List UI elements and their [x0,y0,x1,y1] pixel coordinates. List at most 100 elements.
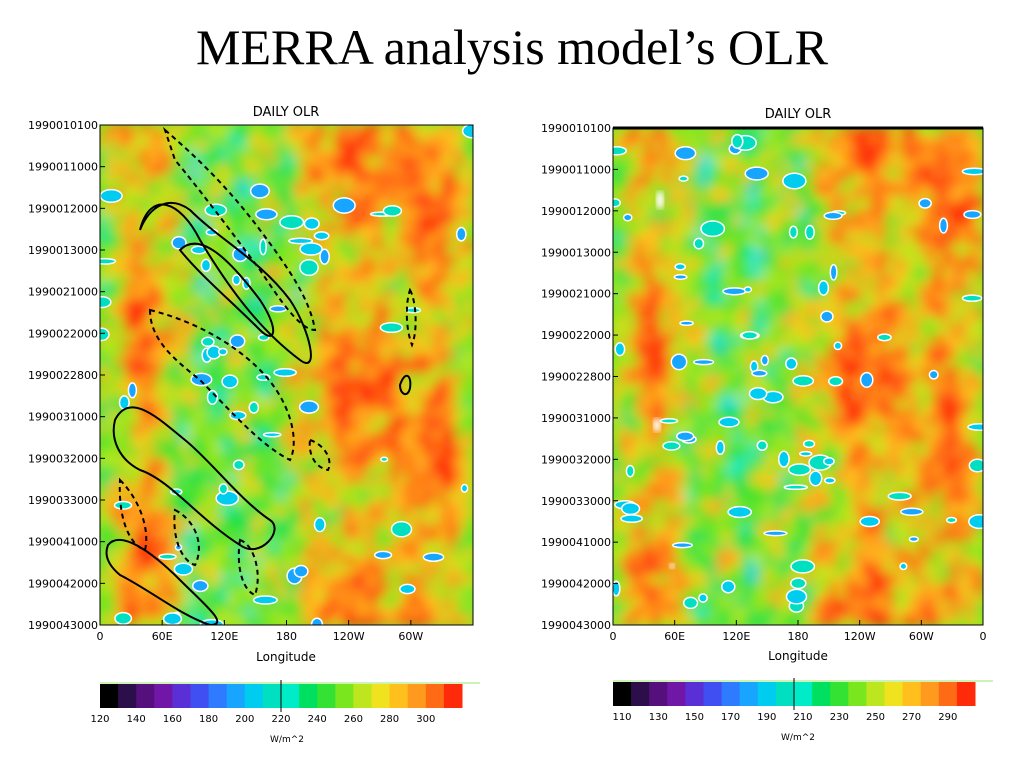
heatmap-cell [220,149,231,160]
heatmap-cell [724,317,735,328]
heatmap-cell [447,574,458,585]
heatmap-cell [957,226,968,237]
heatmap-cell [764,325,775,337]
heatmap-cell [941,466,952,477]
heatmap-cell [957,416,968,428]
heatmap-cell [358,149,369,160]
heatmap-cell [399,374,410,385]
heatmap-cell [342,540,353,551]
heatmap-cell [212,449,223,460]
heatmap-cell [668,450,679,461]
heatmap-cell [172,299,183,310]
heatmap-cell [652,450,663,461]
heatmap-cell [269,582,280,593]
heatmap-cell [660,383,671,395]
heatmap-cell [805,193,815,204]
heatmap-cell [100,515,110,526]
heatmap-cell [382,607,393,618]
heatmap-cell [829,168,840,179]
heatmap-cell [245,432,256,443]
heatmap-cell [139,374,150,385]
heatmap-cell [423,449,434,460]
heatmap-cell [309,182,320,193]
heatmap-cell [797,441,807,453]
heatmap-cell [301,125,312,135]
heatmap-cell [423,182,434,193]
heatmap-cell [756,466,767,477]
heatmap-cell [139,224,150,235]
heatmap-cell [220,590,231,601]
heatmap-cell [740,292,751,303]
heatmap-cell [285,315,296,326]
heatmap-cell [613,441,622,453]
heatmap-cell [431,165,442,176]
heatmap-cell [772,176,783,187]
heatmap-cell [147,174,158,185]
heatmap-cell [236,224,247,235]
heatmap-cell [382,582,393,593]
heatmap-cell [374,565,385,576]
heatmap-cell [439,299,450,310]
heatmap-cell [813,350,824,361]
heatmap-cell [732,425,743,436]
heatmap-cell [277,324,288,335]
heatmap-cell [628,400,639,411]
heatmap-cell [415,574,426,585]
heatmap-cell [245,199,256,210]
heatmap-cell [309,499,320,510]
heatmap-cell [869,234,880,245]
heatmap-cell [261,540,272,551]
heatmap-cell [789,193,799,204]
heatmap-cell [877,143,888,154]
heatmap-cell [277,432,288,443]
heatmap-cell [877,300,888,312]
heatmap-cell [277,574,288,585]
heatmap-cell [163,224,174,235]
colorbar-tick-label: 120 [90,714,109,725]
heatmap-cell [957,234,968,245]
heatmap-cell [212,474,223,485]
heatmap-cell [415,249,426,260]
heatmap-cell [100,265,110,276]
heatmap-cell [334,232,345,243]
heatmap-cell [748,284,759,295]
heatmap-cell [676,450,687,461]
heatmap-cell [893,433,904,444]
heatmap-cell [780,334,791,345]
heatmap-cell [245,465,256,476]
heatmap-cell [147,390,158,401]
heatmap-cell [957,334,968,345]
colorbar-swatch [281,684,300,708]
heatmap-cell [764,251,775,262]
heatmap-cell [447,199,458,210]
heatmap-cell [131,599,142,610]
heatmap-cell [269,307,280,318]
heatmap-cell [382,299,393,310]
heatmap-cell [463,265,473,276]
heatmap-cell [245,440,256,451]
heatmap-cell [350,357,361,368]
heatmap-cell [204,140,215,151]
heatmap-cell [188,565,199,576]
heatmap-cell [797,425,807,436]
heatmap-cell [277,132,288,143]
heatmap-cell [334,432,345,443]
heatmap-cell [732,441,743,453]
heatmap-cell [845,408,856,419]
heatmap-cell [628,128,639,138]
heatmap-cell [805,350,815,361]
heatmap-cell [455,374,466,385]
heatmap-cell [261,224,272,235]
contour-dashed [162,126,317,332]
heatmap-cell [123,157,134,168]
heatmap-cell [423,257,434,268]
heatmap-cell [366,274,377,285]
heatmap-cell [644,234,655,245]
heatmap-cell [431,399,442,410]
heatmap-cell [212,357,223,368]
heatmap-cell [740,309,751,320]
heatmap-cell [180,515,191,526]
heatmap-cell [236,607,247,618]
heatmap-cell [620,176,630,187]
heatmap-cell [628,151,639,163]
